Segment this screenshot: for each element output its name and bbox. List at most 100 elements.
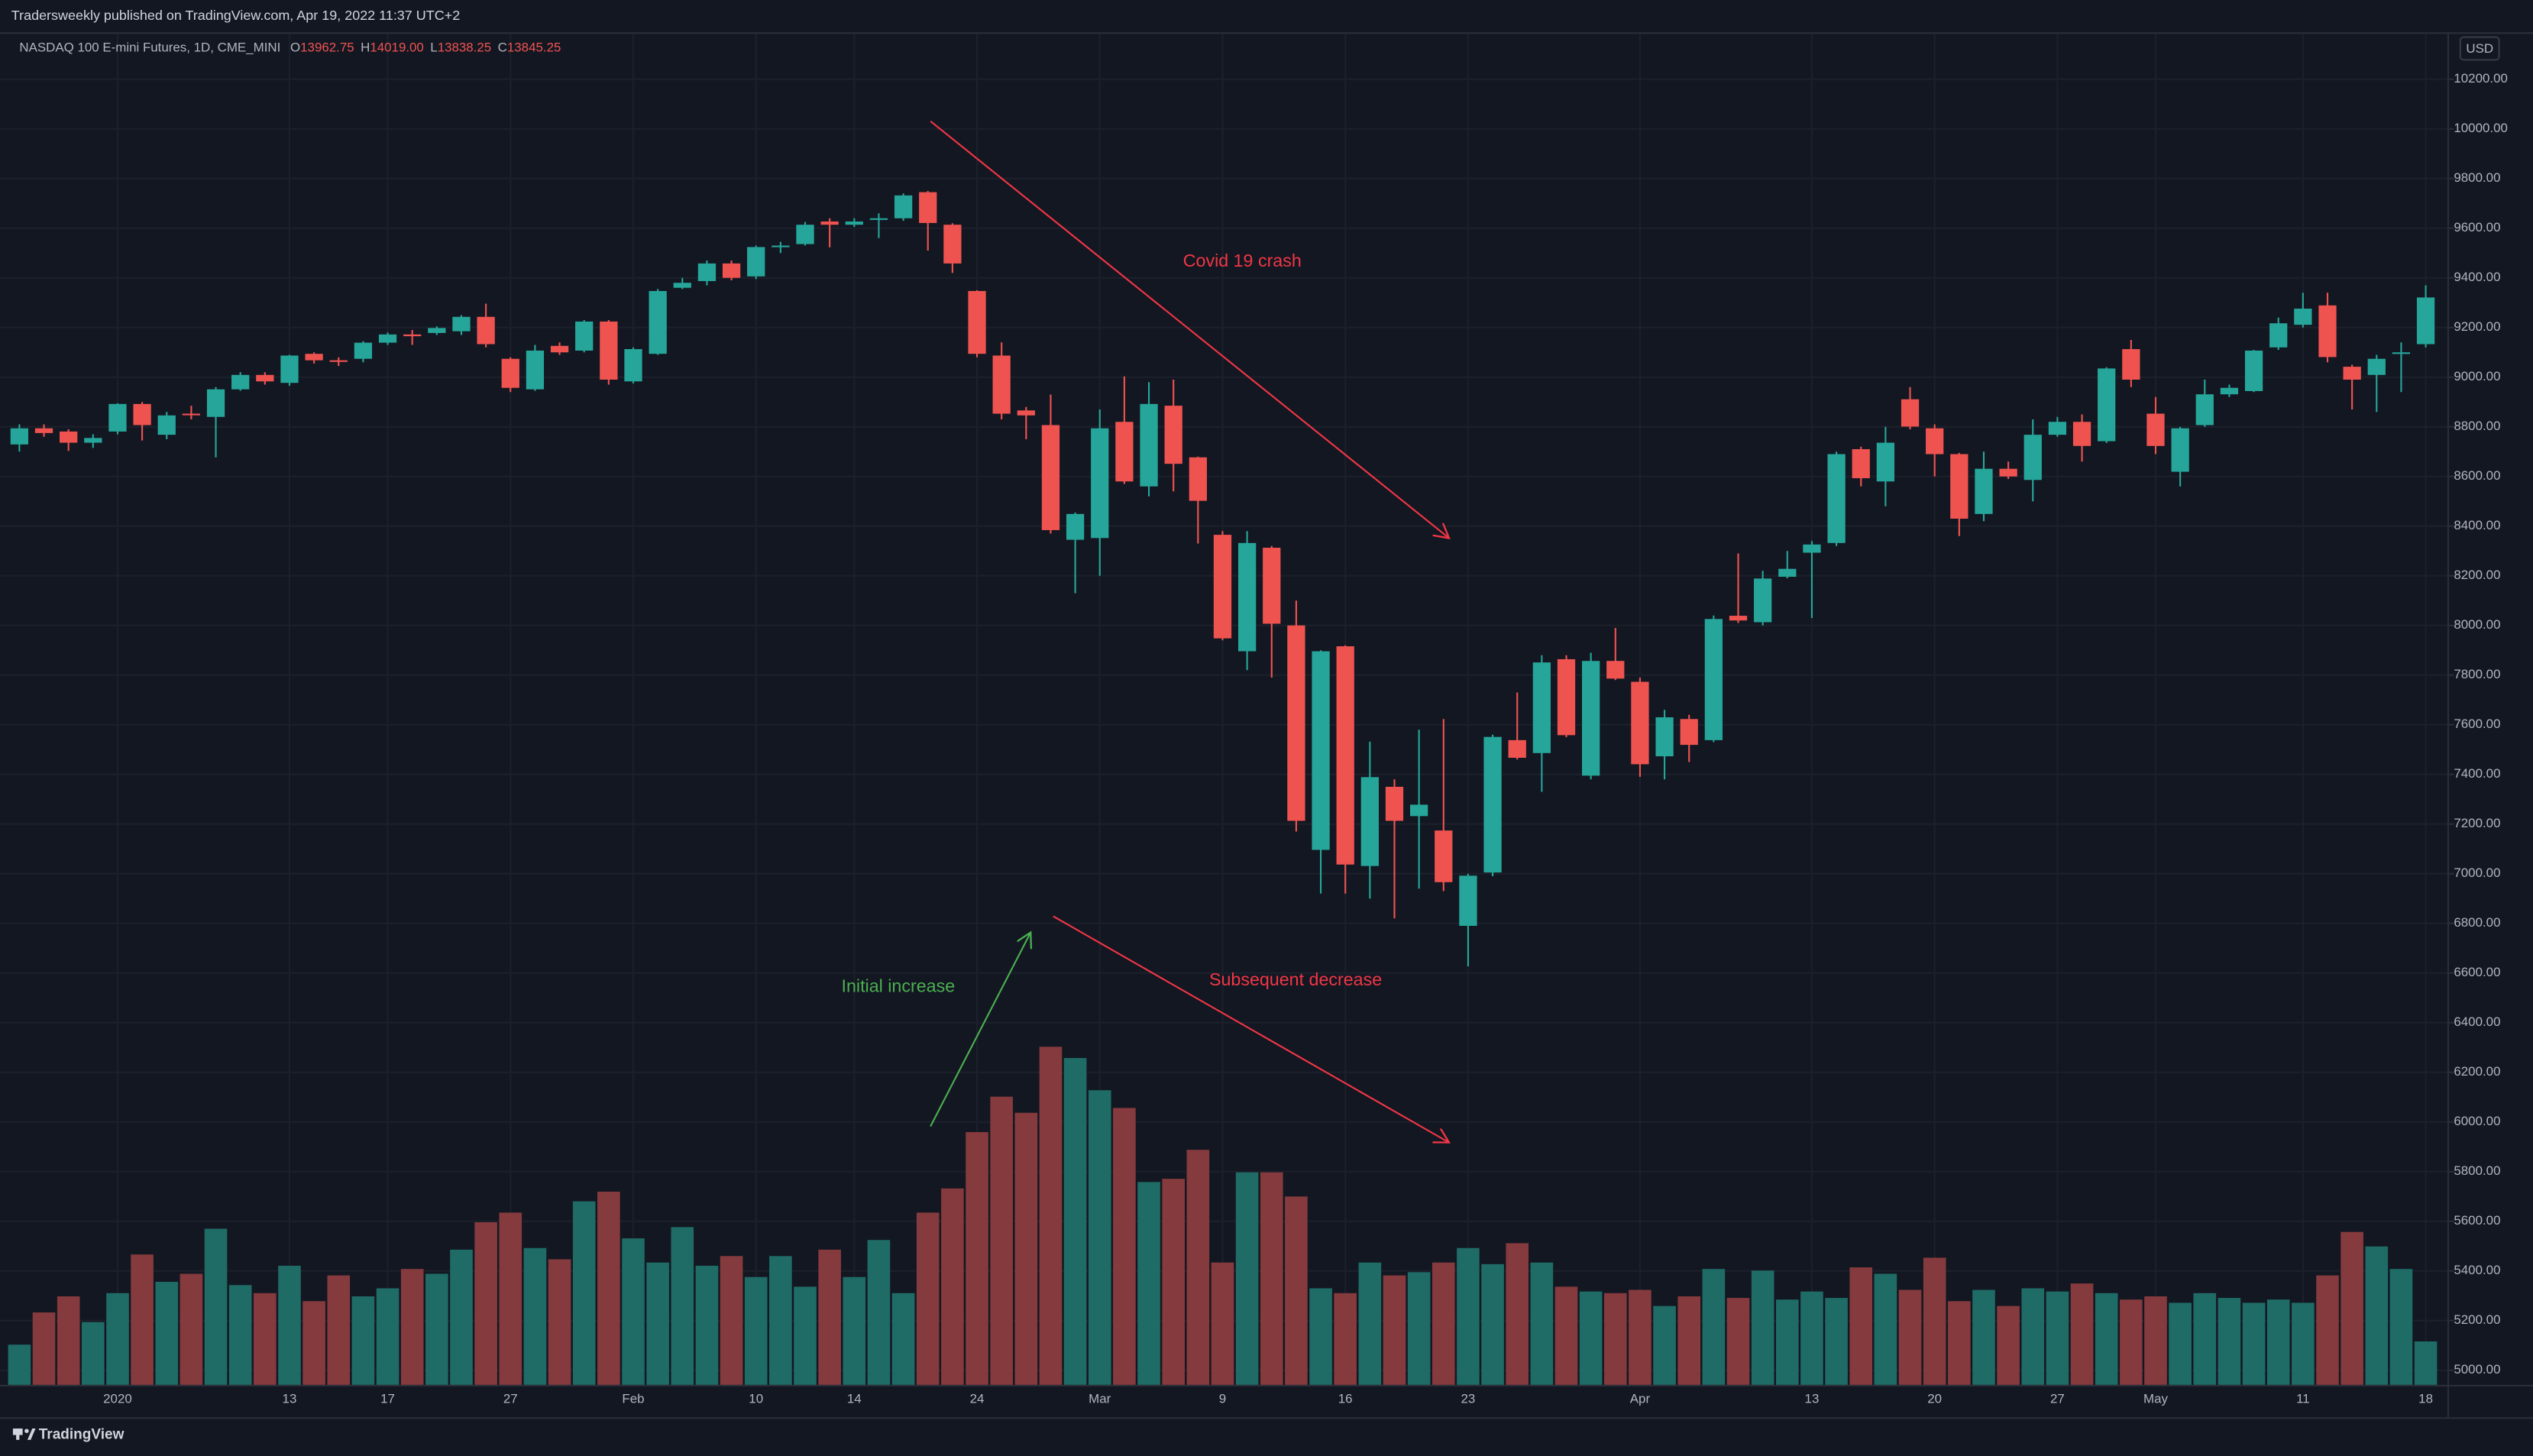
volume-bar bbox=[400, 1269, 424, 1385]
candle-body bbox=[1091, 428, 1109, 539]
candle-body bbox=[1410, 804, 1428, 817]
candle-body bbox=[550, 345, 569, 353]
volume-bar bbox=[2070, 1283, 2094, 1385]
candle-body bbox=[894, 195, 913, 218]
volume-bar bbox=[548, 1259, 571, 1385]
candle-body bbox=[1631, 681, 1649, 765]
volume-bar bbox=[1800, 1291, 1823, 1385]
x-tick-label: 23 bbox=[1461, 1391, 1476, 1406]
y-tick-label: 5000.00 bbox=[2454, 1362, 2500, 1377]
volume-bar bbox=[327, 1275, 351, 1385]
volume-bar bbox=[794, 1286, 817, 1385]
legend: NASDAQ 100 E-mini Futures, 1D, CME_MINI O… bbox=[19, 40, 561, 55]
x-tick-label: Mar bbox=[1089, 1391, 1111, 1406]
volume-bar bbox=[1677, 1296, 1701, 1385]
volume-bar bbox=[1162, 1179, 1185, 1385]
y-tick-label: 6400.00 bbox=[2454, 1014, 2500, 1029]
candle-body bbox=[108, 403, 127, 432]
volume-bar bbox=[376, 1288, 400, 1385]
candle-body bbox=[1287, 625, 1305, 821]
volume-bar bbox=[1506, 1243, 1529, 1385]
arrow bbox=[930, 933, 1030, 1127]
annotation: Initial increase bbox=[842, 976, 956, 996]
volume-bar bbox=[2218, 1298, 2241, 1385]
x-tick-label: 13 bbox=[1805, 1391, 1820, 1406]
volume-bar bbox=[1186, 1150, 1210, 1385]
x-tick-label: 27 bbox=[2050, 1391, 2065, 1406]
currency-box bbox=[2459, 36, 2500, 61]
volume-bar bbox=[254, 1293, 277, 1385]
arrow bbox=[930, 120, 1449, 539]
header-bar bbox=[0, 0, 2533, 33]
y-tick-label: 8600.00 bbox=[2454, 468, 2500, 483]
x-tick-label: 14 bbox=[847, 1391, 862, 1406]
volume-bar bbox=[2046, 1291, 2069, 1385]
legend-key: L bbox=[430, 40, 437, 55]
candle-body bbox=[2294, 309, 2312, 325]
volume-bar bbox=[1137, 1182, 1160, 1385]
candle-body bbox=[624, 349, 642, 382]
candle-body bbox=[2195, 394, 2214, 425]
volume-bar bbox=[351, 1296, 375, 1385]
volume-bar bbox=[1874, 1273, 1897, 1385]
candle-body bbox=[649, 290, 667, 354]
volume-bar bbox=[2095, 1293, 2118, 1385]
volume-bar bbox=[1039, 1047, 1063, 1385]
volume-bar bbox=[1702, 1269, 1726, 1385]
currency: USD bbox=[2466, 41, 2493, 56]
volume-bar bbox=[425, 1273, 448, 1385]
volume-bar bbox=[1972, 1289, 1995, 1385]
candle-body bbox=[2343, 367, 2361, 380]
x-tick-label: 18 bbox=[2418, 1391, 2433, 1406]
volume-bar bbox=[1063, 1058, 1087, 1385]
x-tick-label: 11 bbox=[2296, 1391, 2310, 1406]
volume-bar bbox=[1481, 1263, 1504, 1385]
brand-logo bbox=[12, 1428, 36, 1440]
candle-body bbox=[1459, 875, 1477, 926]
candle-body bbox=[747, 247, 765, 277]
candle-body bbox=[1360, 777, 1379, 866]
y-tick-label: 5600.00 bbox=[2454, 1213, 2500, 1228]
y-tick-label: 5200.00 bbox=[2454, 1312, 2500, 1327]
volume-bar bbox=[2021, 1288, 2045, 1385]
candle-body bbox=[10, 428, 29, 445]
legend-value: 13838.25 bbox=[438, 40, 492, 55]
candle-body bbox=[477, 316, 495, 345]
legend-value: 14019.00 bbox=[370, 40, 424, 55]
candle-body bbox=[1803, 544, 1821, 553]
candle-body bbox=[305, 354, 323, 361]
legend-title: NASDAQ 100 E-mini Futures, 1D, CME_MINI bbox=[19, 40, 280, 55]
legend-key: C bbox=[498, 40, 507, 55]
candle-body bbox=[1532, 662, 1551, 753]
candle-body bbox=[845, 221, 863, 225]
candle-body bbox=[722, 263, 741, 278]
y-tick-label: 9400.00 bbox=[2454, 270, 2500, 284]
volume-bar bbox=[1431, 1262, 1455, 1385]
volume-bar bbox=[1235, 1172, 1259, 1385]
y-tick-label: 7800.00 bbox=[2454, 667, 2500, 681]
x-tick-label: 2020 bbox=[103, 1391, 132, 1406]
candle-body bbox=[1041, 425, 1060, 530]
candle-body bbox=[1483, 736, 1502, 873]
volume-bar bbox=[2266, 1299, 2290, 1385]
candle-body bbox=[1508, 739, 1526, 758]
x-tick-label: 17 bbox=[380, 1391, 395, 1406]
volume-bar bbox=[744, 1276, 768, 1385]
volume-bar bbox=[204, 1228, 228, 1385]
volume-bar bbox=[278, 1265, 301, 1385]
volume-bar bbox=[2292, 1302, 2315, 1385]
candle-body bbox=[1435, 830, 1453, 882]
candle-body bbox=[2146, 413, 2165, 446]
candle-body bbox=[2318, 305, 2337, 358]
x-tick-label: 13 bbox=[283, 1391, 297, 1406]
y-tick-label: 6800.00 bbox=[2454, 915, 2500, 930]
volume-bar bbox=[82, 1322, 105, 1385]
candle-body bbox=[1680, 719, 1698, 746]
volume-bar bbox=[941, 1188, 964, 1385]
x-tick-label: Feb bbox=[622, 1391, 644, 1406]
y-tick-label: 7600.00 bbox=[2454, 717, 2500, 731]
volume-bar bbox=[302, 1301, 325, 1385]
candle-body bbox=[796, 225, 814, 244]
candle-body bbox=[820, 221, 839, 225]
